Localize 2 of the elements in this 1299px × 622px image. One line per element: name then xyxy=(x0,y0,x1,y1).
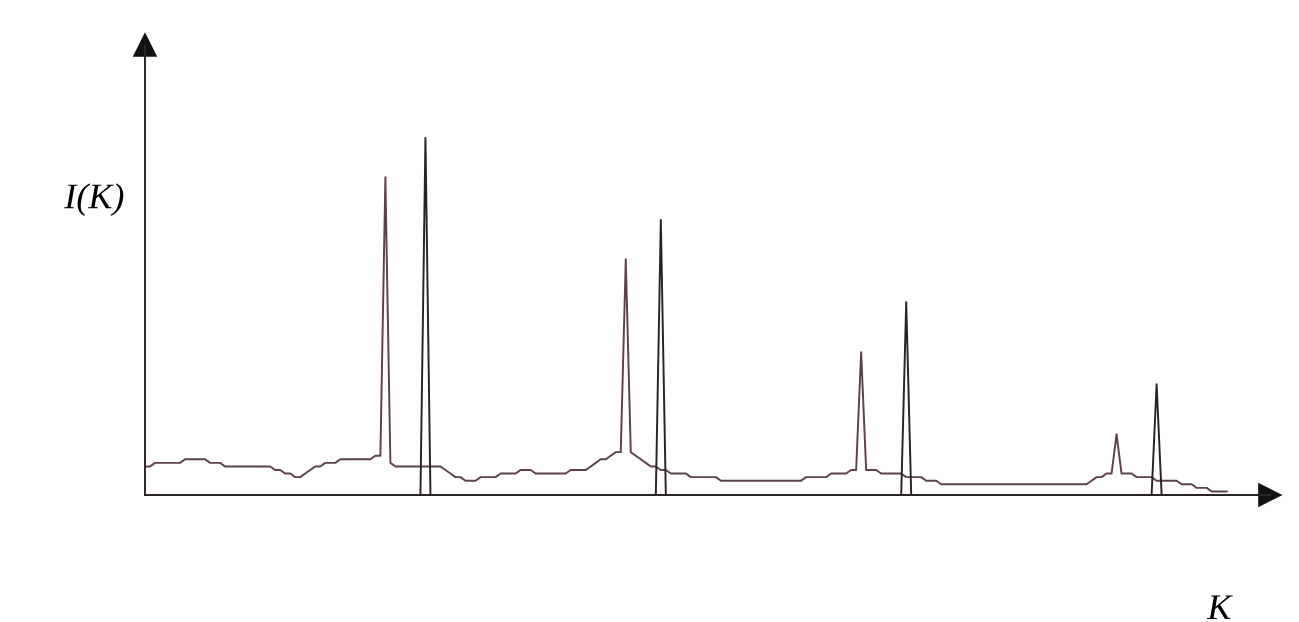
x-axis-title: K xyxy=(1206,595,1233,620)
y-axis-title: I(K) xyxy=(64,183,124,216)
